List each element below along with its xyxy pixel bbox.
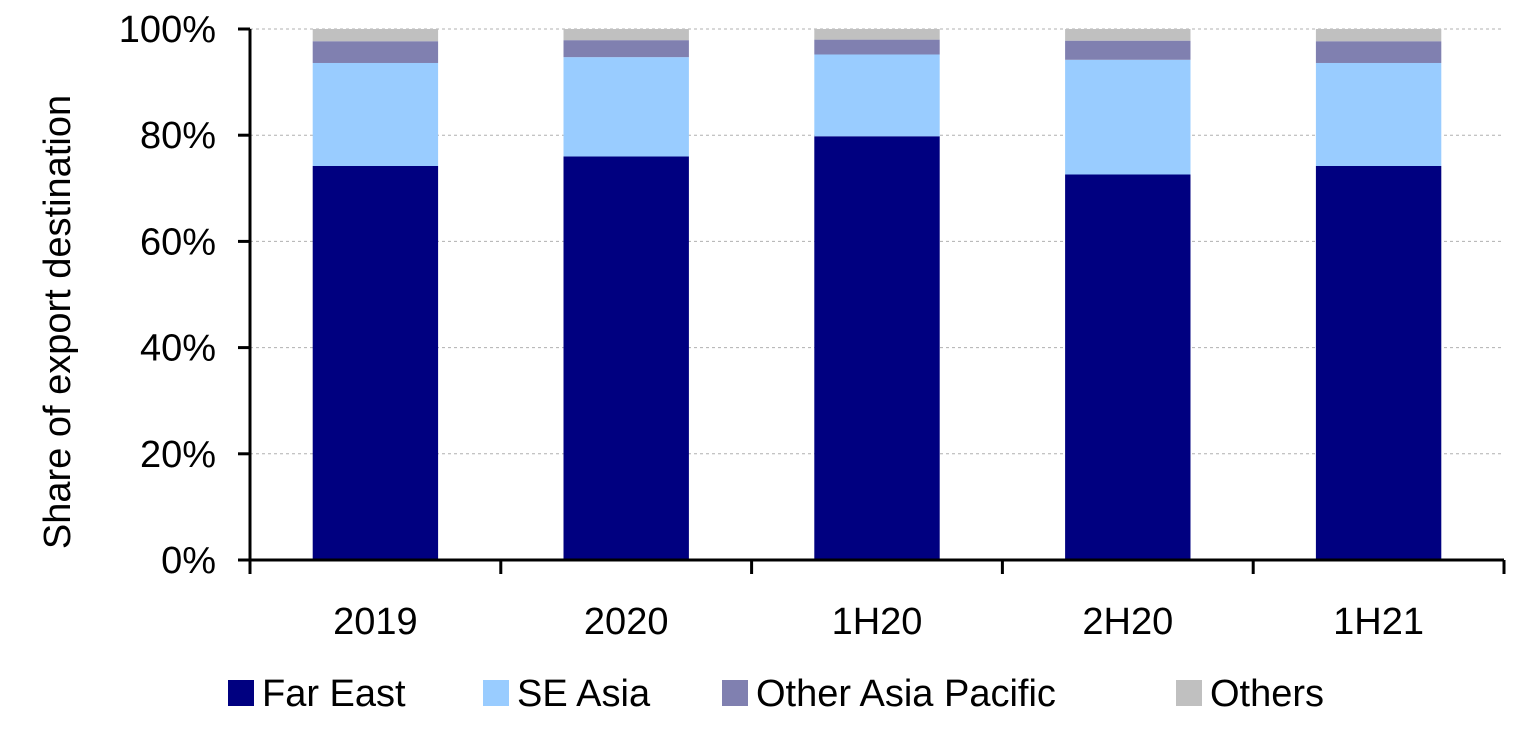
y-tick-label: 60% xyxy=(140,221,216,263)
y-tick-label: 100% xyxy=(119,9,216,51)
bar-segment-far-east-2019 xyxy=(312,165,439,561)
x-tick-labels: 2019 2020 1H20 2H20 1H21 xyxy=(333,601,1424,643)
legend-swatch-far-east xyxy=(228,680,254,706)
bar-segment-other-asia-pacific-1h21 xyxy=(1315,41,1442,63)
bar-segment-se-asia-1h21 xyxy=(1315,62,1442,166)
bar-segment-others-1h21 xyxy=(1315,29,1442,42)
legend-swatch-others xyxy=(1176,680,1202,706)
bar-segment-se-asia-2h20 xyxy=(1065,59,1191,175)
bar-segment-far-east-1h20 xyxy=(814,136,940,560)
bar-segment-others-2h20 xyxy=(1065,29,1191,41)
y-tick-label: 0% xyxy=(161,540,216,582)
legend-label-se-asia: SE Asia xyxy=(517,673,651,715)
legend-label-far-east: Far East xyxy=(262,673,406,715)
bar-segment-other-asia-pacific-1h20 xyxy=(814,39,940,55)
legend-swatch-se-asia xyxy=(483,680,509,706)
x-tick-label: 1H20 xyxy=(832,601,923,643)
bar-segment-se-asia-2020 xyxy=(563,57,689,157)
legend-swatch-other-asia-pacific xyxy=(722,680,748,706)
y-tick-label: 20% xyxy=(140,434,216,476)
bar-segment-far-east-1h21 xyxy=(1315,165,1442,561)
bars xyxy=(312,29,1442,561)
bar-segment-se-asia-2019 xyxy=(312,62,439,166)
bar-segment-far-east-2h20 xyxy=(1065,174,1191,560)
bar-segment-far-east-2020 xyxy=(563,156,689,560)
bar-segment-other-asia-pacific-2019 xyxy=(312,41,439,63)
legend: Far East SE Asia Other Asia Pacific Others xyxy=(228,673,1324,715)
bar-segment-se-asia-1h20 xyxy=(814,54,940,137)
y-tick-label: 40% xyxy=(140,328,216,370)
x-tick-label: 1H21 xyxy=(1333,601,1424,643)
bar-segment-other-asia-pacific-2h20 xyxy=(1065,40,1191,60)
bar-segment-others-2019 xyxy=(312,29,439,42)
legend-label-other-asia-pacific: Other Asia Pacific xyxy=(756,673,1056,715)
legend-label-others: Others xyxy=(1210,673,1324,715)
axes xyxy=(238,27,1506,574)
x-tick-label: 2H20 xyxy=(1082,601,1173,643)
y-axis-title: Share of export destination xyxy=(37,95,79,549)
y-tick-label: 80% xyxy=(140,115,216,157)
bar-segment-others-2020 xyxy=(563,29,689,41)
bar-segment-other-asia-pacific-2020 xyxy=(563,40,689,58)
bar-segment-others-1h20 xyxy=(814,29,940,40)
x-tick-label: 2019 xyxy=(333,601,418,643)
x-tick-label: 2020 xyxy=(584,601,669,643)
y-tick-labels: 0% 20% 40% 60% 80% 100% xyxy=(119,9,216,582)
